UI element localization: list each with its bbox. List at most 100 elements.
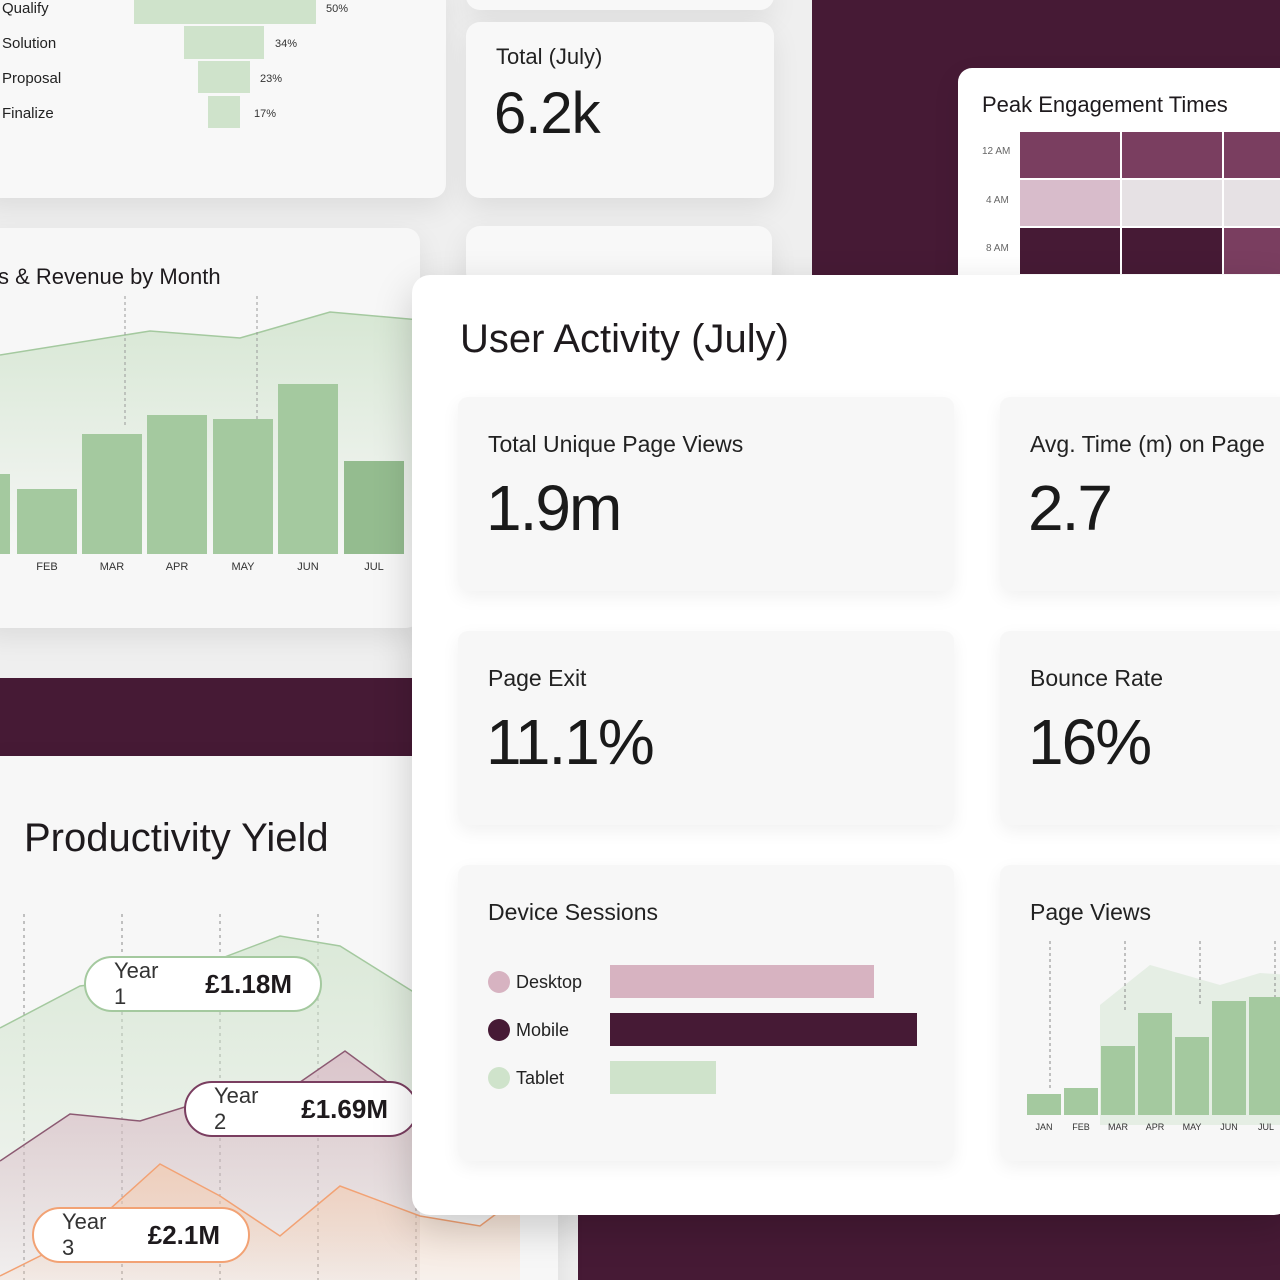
metric-page-views-label: Total Unique Page Views [488,431,744,457]
year-2-value: £1.69M [301,1093,388,1124]
funnel-label-solution: Solution [2,35,57,52]
heat-cell [1020,132,1120,178]
metric-bounce-rate: Bounce Rate 16% [1000,631,1280,825]
heat-cell [1224,228,1280,274]
funnel-bar-finalize [208,96,240,128]
desktop-dot [488,971,510,993]
revenue-bar [0,474,10,554]
metric-page-exit-label: Page Exit [488,665,587,691]
page-views-month-feb: FEB [1072,1122,1090,1132]
funnel-bar-proposal [198,61,250,93]
year-3-pill[interactable]: Year 3 £2.1M [32,1207,250,1263]
month-label-mar: MAR [99,561,125,573]
page-views-title: Page Views [1030,899,1152,925]
maroon-strip-left [0,678,420,756]
heat-cell [1122,132,1222,178]
funnel-label-finalize: Finalize [2,105,54,122]
funnel-label-qualify: Qualify [2,0,49,17]
metric-bounce-rate-label: Bounce Rate [1030,665,1163,691]
peak-row-4am: 4 AM [986,195,1009,206]
revenue-bar-jun [278,384,338,554]
productivity-card: Productivity Yield Year 1 £1.18M Year 2 … [0,756,558,1280]
metric-page-exit: Page Exit 11.1% [458,631,954,825]
month-label-apr: APR [165,561,189,573]
page-views-bar-apr [1138,1013,1172,1115]
tablet-dot [488,1067,510,1089]
year-1-value: £1.18M [205,968,292,999]
month-label-jun: JUN [297,561,319,573]
total-value: 6.2k [494,81,601,146]
revenue-bar-jul [344,461,404,554]
mobile-bar [610,1013,917,1046]
funnel-pct-solution: 34% [275,38,298,50]
page-views-bar-jan [1027,1094,1061,1115]
page-views-bar-mar [1101,1046,1135,1115]
month-label-may: MAY [231,561,255,573]
desktop-label: Desktop [516,972,583,992]
page-views-bar-jun [1212,1001,1246,1115]
page-views-card: Page Views JAN FEB MAR APR MAY JUN JUL [1000,865,1280,1161]
revenue-bar-may [213,419,273,554]
tablet-label: Tablet [516,1068,565,1088]
page-views-bar-jul [1249,997,1280,1115]
heat-cell [1224,132,1280,178]
funnel-label-proposal: Proposal [2,70,62,87]
peak-title: Peak Engagement Times [982,92,1228,117]
revenue-chart-title: s & Revenue by Month [0,264,221,289]
tablet-bar [610,1061,716,1094]
month-label-feb: FEB [36,561,58,573]
metric-avg-time-value: 2.7 [1028,472,1113,544]
page-views-month-jun: JUN [1220,1122,1238,1132]
page-views-month-may: MAY [1182,1122,1202,1132]
peak-row-8am: 8 AM [986,243,1009,254]
revenue-bar-apr [147,415,207,554]
year-3-value: £2.1M [147,1219,220,1250]
heat-cell [1122,228,1222,274]
funnel-pct-proposal: 23% [260,73,283,85]
metric-page-exit-value: 11.1% [486,706,655,778]
mobile-dot [488,1019,510,1041]
heat-cell [1122,180,1222,226]
total-july-card: Total (July) 6.2k [466,22,774,198]
funnel-bar-solution [184,26,264,59]
user-activity-card: User Activity (July) Total Unique Page V… [412,275,1280,1215]
metric-avg-time: Avg. Time (m) on Page 2.7 [1000,397,1280,591]
page-views-bar-may [1175,1037,1209,1115]
page-views-month-jan: JAN [1035,1122,1053,1132]
funnel-pct-finalize: 17% [254,108,277,120]
mobile-label: Mobile [516,1020,570,1040]
device-sessions-title: Device Sessions [488,899,659,925]
device-sessions-card: Device Sessions Desktop Mobile Tablet [458,865,954,1161]
heat-cell [1224,180,1280,226]
page-views-month-jul: JUL [1257,1122,1274,1132]
peak-engagement-card: Peak Engagement Times 12 AM 4 AM 8 AM [958,68,1280,298]
metric-page-views-value: 1.9m [486,472,622,544]
revenue-card: s & Revenue by Month FEB MAR APR MAY JUN… [0,228,420,628]
total-card [466,0,774,10]
page-views-bar-feb [1064,1088,1098,1115]
month-label-jul: JUL [364,561,384,573]
year-2-pill[interactable]: Year 2 £1.69M [184,1081,418,1137]
metric-bounce-rate-value: 16% [1028,706,1152,778]
funnel-pct-qualify: 50% [326,3,349,15]
productivity-title: Productivity Yield [24,816,329,860]
page-views-month-mar: MAR [1108,1122,1128,1132]
metric-avg-time-label: Avg. Time (m) on Page [1030,431,1265,457]
year-1-label: Year 1 [114,958,159,1009]
page-views-month-apr: APR [1145,1122,1165,1132]
year-2-label: Year 2 [214,1083,259,1134]
revenue-bar-feb [17,489,77,554]
total-label: Total (July) [496,44,603,69]
metric-page-views: Total Unique Page Views 1.9m [458,397,954,591]
revenue-bar-mar [82,434,142,554]
maroon-panel-bottom [578,1210,1280,1280]
peak-row-12am: 12 AM [982,146,1011,157]
heat-cell [1020,228,1120,274]
year-3-label: Year 3 [62,1209,107,1260]
funnel-bar-qualify [134,0,316,24]
desktop-bar [610,965,874,998]
funnel-card: Qualify 50% Solution 34% Proposal 23% Fi… [0,0,446,198]
heat-cell [1020,180,1120,226]
year-1-pill[interactable]: Year 1 £1.18M [84,956,322,1012]
user-activity-title: User Activity (July) [460,317,789,361]
